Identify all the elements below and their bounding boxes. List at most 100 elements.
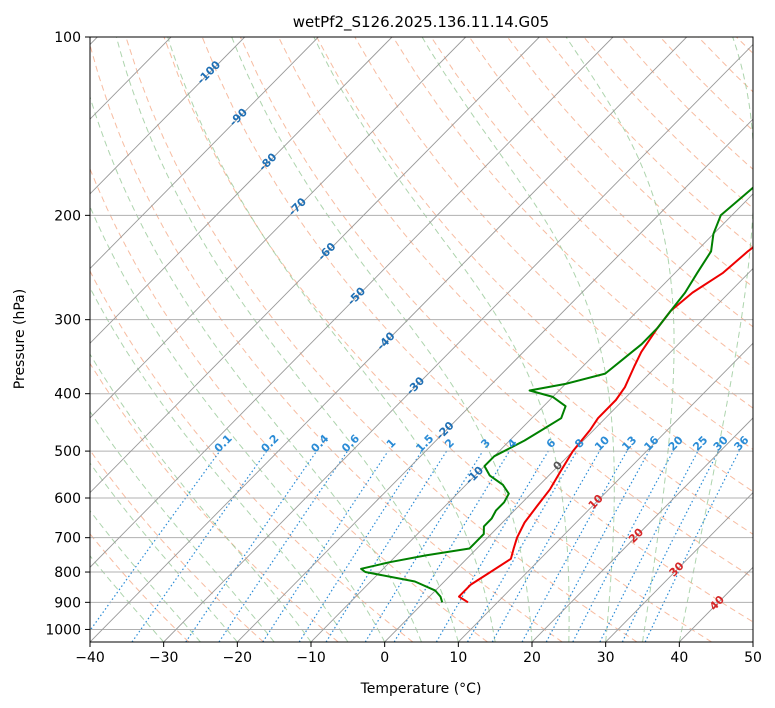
isotherm-label: -60 bbox=[315, 240, 338, 264]
mixing-ratio-line bbox=[298, 450, 423, 642]
mixing-ratio-label: 25 bbox=[690, 434, 710, 454]
dry-adiabat-line bbox=[697, 37, 753, 93]
isotherm-line bbox=[90, 37, 467, 419]
dry-adiabat-line bbox=[90, 43, 563, 642]
isotherm-line bbox=[237, 118, 753, 642]
isotherm-line bbox=[752, 641, 753, 642]
mixing-ratio-label: 10 bbox=[592, 433, 612, 453]
x-axis-label: Temperature (°C) bbox=[360, 681, 482, 697]
mixing-ratio-line bbox=[218, 450, 348, 642]
isotherm-label: -10 bbox=[463, 464, 486, 488]
y-tick-label: 900 bbox=[54, 595, 81, 611]
mixing-ratio-line bbox=[545, 450, 650, 642]
mixing-ratio-label: 16 bbox=[642, 433, 662, 453]
x-axis: −40 −30 −20 −10 0 10 20 30 40 50 bbox=[75, 642, 762, 666]
moist-adiabat-line bbox=[115, 37, 459, 642]
dry-adiabat-line bbox=[163, 37, 712, 642]
dry-adiabats bbox=[90, 37, 753, 642]
isotherm-line bbox=[90, 37, 540, 494]
y-tick-label: 1000 bbox=[45, 622, 81, 638]
mixing-ratio-label: 13 bbox=[619, 434, 639, 454]
isotherm-line bbox=[90, 37, 688, 642]
mixing-ratio-label: 2 bbox=[442, 436, 457, 451]
isotherm-line bbox=[384, 267, 753, 642]
mixing-ratio-label: 3 bbox=[478, 436, 493, 451]
y-tick-label: 700 bbox=[54, 531, 81, 547]
y-axis: 100 200 300 400 500 600 700 800 900 1000 bbox=[45, 30, 90, 638]
dry-adiabat-line bbox=[239, 37, 753, 579]
y-tick-label: 600 bbox=[54, 491, 81, 507]
profile-series bbox=[360, 186, 753, 604]
x-tick-label: 30 bbox=[597, 650, 615, 666]
y-axis-label: Pressure (hPa) bbox=[12, 289, 28, 389]
mixing-ratio-label: 1 bbox=[384, 436, 399, 451]
mixing-ratio-lines bbox=[90, 450, 740, 642]
mixing-ratio-line bbox=[185, 450, 318, 642]
dry-adiabat-line bbox=[736, 37, 753, 54]
isotherm-label: -100 bbox=[195, 58, 224, 87]
mixing-ratio-line bbox=[644, 450, 740, 642]
y-tick-label: 400 bbox=[54, 387, 81, 403]
mixing-ratio-line bbox=[262, 450, 389, 642]
mixing-ratio-line bbox=[90, 450, 221, 632]
moist-adiabat-line bbox=[90, 95, 422, 642]
dry-adiabat-line bbox=[354, 37, 753, 451]
moist-adiabat-line bbox=[90, 510, 201, 642]
isobar-grid bbox=[90, 37, 753, 630]
mixing-ratio-line bbox=[521, 450, 628, 642]
dry-adiabat-line bbox=[545, 37, 753, 248]
dry-adiabat-line bbox=[316, 37, 753, 493]
mixing-ratio-label: 20 bbox=[666, 433, 686, 453]
dry-adiabat-line bbox=[278, 37, 753, 535]
isotherm-line bbox=[679, 566, 753, 642]
dewpoint-profile-line bbox=[360, 186, 753, 603]
moist-adiabat-line bbox=[90, 205, 386, 642]
y-tick-label: 300 bbox=[54, 313, 81, 329]
plot-frame bbox=[89, 36, 754, 643]
moist-adiabat-line bbox=[90, 410, 275, 642]
temperature-profile-line bbox=[458, 246, 753, 604]
mixing-ratio-label: 30 bbox=[711, 433, 731, 453]
x-tick-label: −30 bbox=[149, 650, 179, 666]
isotherm-line bbox=[90, 37, 319, 270]
y-tick-label: 100 bbox=[54, 30, 81, 46]
mixing-ratio-line bbox=[491, 450, 601, 642]
dry-adiabat-line bbox=[90, 362, 339, 642]
isotherm-line bbox=[531, 417, 753, 642]
moist-adiabat-line bbox=[90, 462, 238, 642]
moist-adiabat-line bbox=[231, 37, 533, 642]
mixing-ratio-label: 6 bbox=[544, 436, 559, 451]
x-tick-label: −20 bbox=[223, 650, 253, 666]
skewt-labels: -100-90-80-70-60-50-40-30-20-10 010203040… bbox=[195, 58, 752, 613]
dry-adiabat-line bbox=[125, 37, 638, 642]
x-tick-label: 0 bbox=[380, 650, 389, 666]
dry-adiabat-line bbox=[90, 167, 488, 642]
x-tick-label: 10 bbox=[449, 650, 467, 666]
dry-adiabat-line bbox=[90, 449, 264, 642]
isotherm-line bbox=[310, 193, 753, 642]
dry-adiabat-line bbox=[201, 37, 753, 623]
isotherm-line bbox=[458, 342, 753, 642]
dry-adiabat-line bbox=[659, 37, 753, 132]
y-tick-label: 200 bbox=[54, 208, 81, 224]
moist-adiabat-line bbox=[421, 37, 615, 642]
x-tick-label: −40 bbox=[75, 650, 105, 666]
isotherm-grid bbox=[90, 37, 753, 642]
dry-adiabat-line bbox=[507, 37, 753, 288]
moist-adiabats bbox=[90, 37, 753, 642]
mixing-ratio-line bbox=[325, 450, 448, 642]
x-tick-label: −10 bbox=[296, 650, 326, 666]
moist-adiabat-line bbox=[167, 37, 496, 642]
dry-adiabat-line bbox=[90, 533, 190, 642]
dry-adiabat-line bbox=[468, 37, 753, 328]
chart-title: wetPf2_S126.2025.136.11.14.G05 bbox=[293, 13, 549, 32]
mixing-ratio-line bbox=[621, 450, 719, 642]
x-tick-label: 50 bbox=[744, 650, 762, 666]
isotherm-line bbox=[90, 37, 246, 195]
dry-adiabat-line bbox=[430, 37, 753, 368]
dry-adiabat-line bbox=[90, 270, 414, 642]
dry-adiabat-line bbox=[392, 37, 753, 409]
isotherm-line bbox=[605, 491, 753, 642]
y-tick-label: 500 bbox=[54, 444, 81, 460]
